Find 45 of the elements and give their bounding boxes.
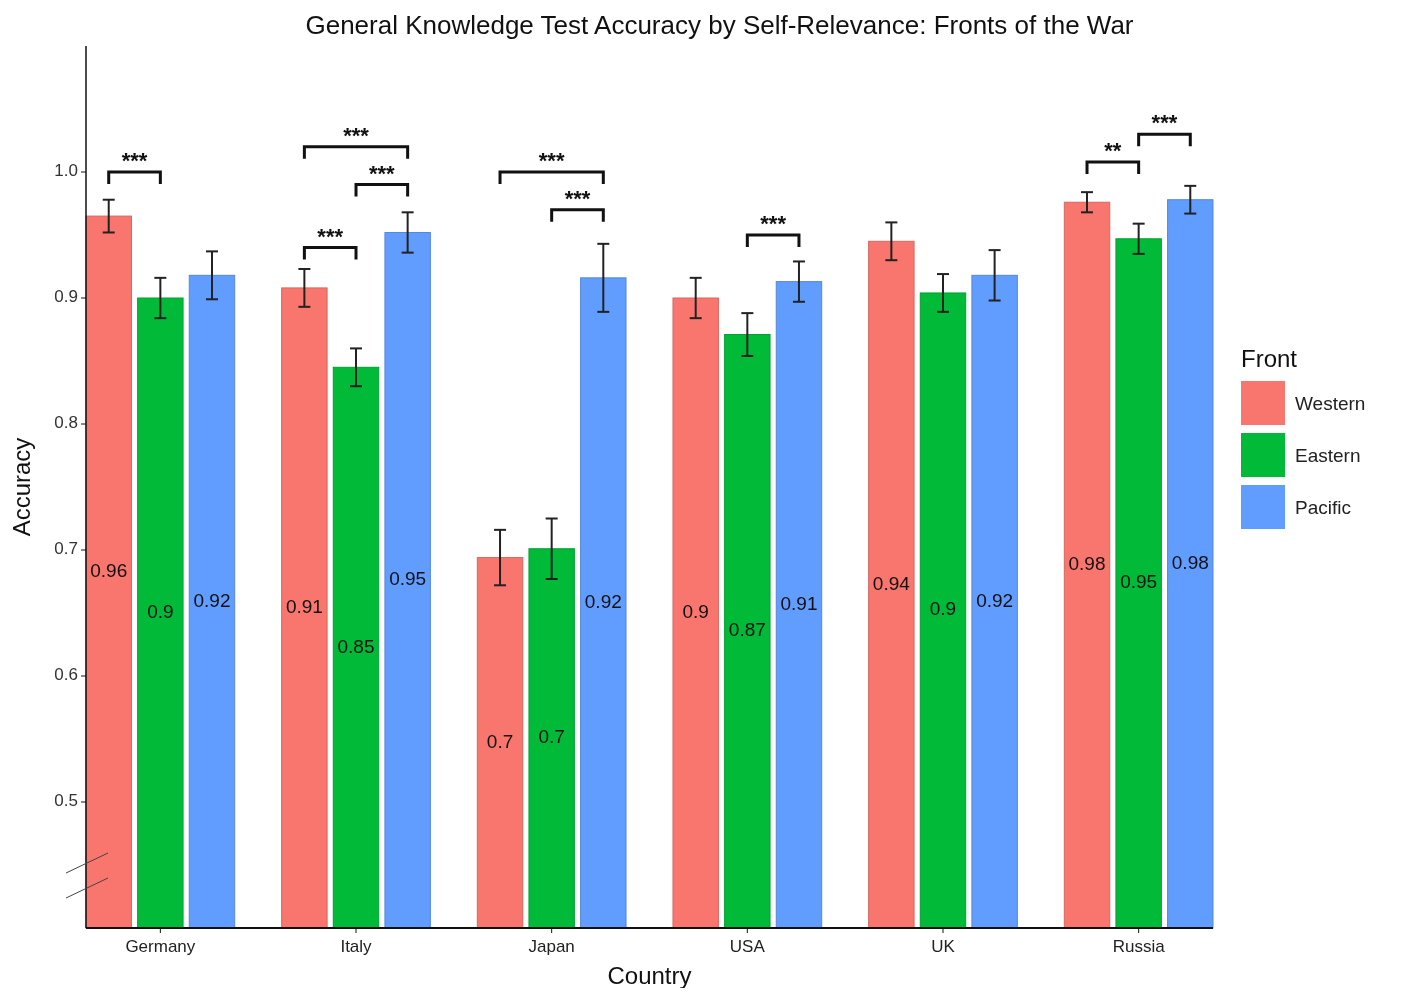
data-label: 0.91 (780, 592, 818, 614)
annotation: *** (1151, 110, 1178, 136)
y-tick-label: 0.5 (54, 791, 78, 811)
x-tick-label: UK (931, 937, 956, 956)
data-label: 0.95 (389, 568, 427, 590)
data-label: 0.98 (1171, 551, 1209, 573)
annotation: *** (121, 148, 148, 173)
annotation: ** (1104, 137, 1122, 163)
x-tick-label: Japan (528, 937, 575, 956)
data-label: 0.94 (872, 572, 911, 594)
data-label: 0.92 (584, 590, 622, 612)
data-label: 0.96 (90, 560, 128, 582)
data-label: 0.7 (538, 726, 565, 748)
y-tick-label: 0.6 (54, 665, 78, 685)
data-label: 0.7 (486, 730, 514, 752)
data-label: 0.92 (193, 589, 231, 611)
data-label: 0.95 (1120, 571, 1158, 593)
legend-label: Pacific (1295, 497, 1351, 519)
annotation: *** (368, 160, 396, 186)
legend-label: Eastern (1295, 445, 1361, 467)
data-label: 0.87 (728, 619, 766, 641)
annotation: *** (564, 185, 591, 211)
y-tick-label: 0.8 (54, 413, 78, 433)
y-axis-title: Accuracy (8, 437, 35, 537)
data-label: 0.91 (285, 595, 323, 617)
chart-title: General Knowledge Test Accuracy by Self-Relevance: Fronts of the War (305, 10, 1134, 40)
data-label: 0.9 (147, 601, 174, 623)
data-label: 0.92 (976, 589, 1014, 611)
y-tick-label: 1.0 (54, 161, 78, 181)
data-label: 0.9 (682, 601, 709, 623)
x-tick-label: Russia (1112, 937, 1166, 956)
annotation: *** (538, 148, 565, 173)
annotation: *** (317, 223, 344, 249)
annotation: *** (760, 211, 787, 236)
legend-title: Front (1241, 345, 1298, 372)
x-tick-label: USA (729, 937, 766, 956)
data-label: 0.9 (929, 598, 957, 620)
y-tick-label: 0.9 (54, 287, 78, 307)
data-label: 0.85 (337, 635, 375, 657)
x-tick-label: Germany (125, 937, 196, 956)
data-label: 0.98 (1068, 553, 1106, 575)
legend-label: Western (1295, 393, 1366, 415)
x-tick-label: Italy (340, 937, 373, 956)
y-tick-label: 0.7 (54, 539, 78, 559)
annotation: *** (343, 122, 370, 148)
